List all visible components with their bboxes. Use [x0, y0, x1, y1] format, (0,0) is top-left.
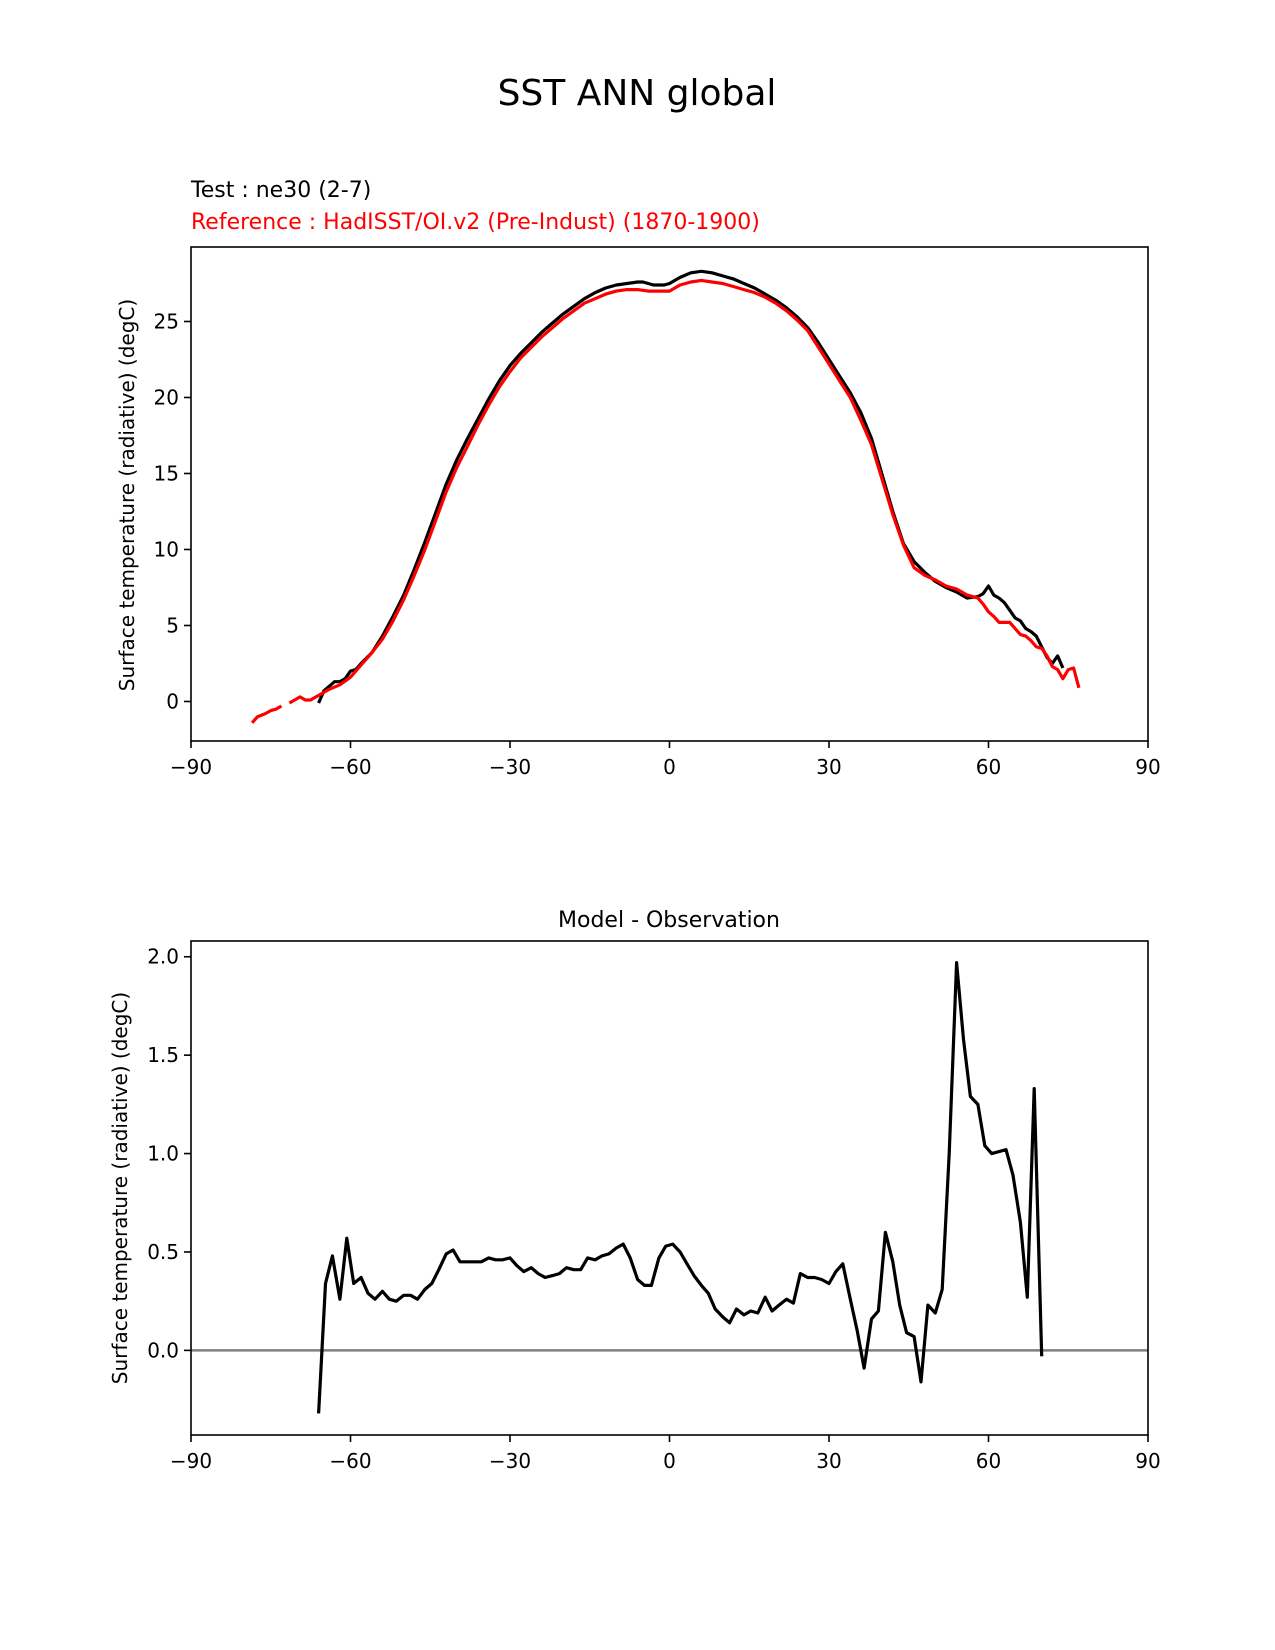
- bottom-x-tick-label: 90: [1135, 1449, 1160, 1473]
- top-panel-title-test: Test : ne30 (2-7): [190, 178, 371, 203]
- top-y-tick-label: 10: [154, 537, 179, 561]
- top-x-ticks: −90 −60 −30 0 30 60 90: [170, 741, 1161, 779]
- bottom-x-tick-label: 30: [816, 1449, 841, 1473]
- top-y-tick-label: 20: [154, 385, 179, 409]
- bottom-panel-title: Model - Observation: [558, 908, 780, 933]
- top-x-tick-label: −60: [329, 755, 371, 779]
- figure-suptitle: SST ANN global: [498, 73, 777, 114]
- top-x-tick-label: −90: [170, 755, 212, 779]
- top-y-tick-label: 15: [154, 461, 179, 485]
- top-panel-title-reference: Reference : HadISST/OI.v2 (Pre-Indust) (…: [191, 210, 760, 235]
- bottom-x-tick-label: −90: [170, 1449, 212, 1473]
- bottom-y-tick-label: 0.5: [147, 1240, 179, 1264]
- top-panel-ylabel: Surface temperature (radiative) (degC): [115, 299, 139, 691]
- bottom-y-ticks: 0.0 0.5 1.0 1.5 2.0: [147, 945, 191, 1362]
- bottom-x-tick-label: −60: [329, 1449, 371, 1473]
- top-x-tick-label: 60: [976, 755, 1001, 779]
- bottom-panel-ylabel: Surface temperature (radiative) (degC): [108, 992, 132, 1384]
- top-series-1-line-0: [250, 704, 283, 724]
- bottom-y-tick-label: 1.0: [147, 1142, 179, 1166]
- top-panel: Test : ne30 (2-7) Reference : HadISST/OI…: [115, 178, 1161, 779]
- bottom-y-tick-label: 2.0: [147, 945, 179, 969]
- top-y-ticks: 0 5 10 15 20 25: [154, 309, 191, 713]
- top-x-tick-label: 30: [816, 755, 841, 779]
- top-y-tick-label: 0: [166, 689, 179, 713]
- top-series-1-line-1: [288, 278, 1081, 705]
- top-series-layer: [250, 269, 1081, 724]
- top-y-tick-label: 5: [166, 613, 179, 637]
- bottom-panel: Model - Observation Surface temperature …: [108, 908, 1161, 1473]
- top-series-0-line: [317, 269, 1065, 704]
- bottom-series-layer: [191, 961, 1148, 1414]
- bottom-x-tick-label: −30: [489, 1449, 531, 1473]
- bottom-x-tick-label: 60: [976, 1449, 1001, 1473]
- top-x-tick-label: 0: [663, 755, 676, 779]
- bottom-x-tick-label: 0: [663, 1449, 676, 1473]
- bottom-y-tick-label: 0.0: [147, 1338, 179, 1362]
- bottom-y-tick-label: 1.5: [147, 1043, 179, 1067]
- bottom-series-0-line: [317, 961, 1044, 1414]
- top-x-tick-label: 90: [1135, 755, 1160, 779]
- top-y-tick-label: 25: [154, 309, 179, 333]
- top-x-tick-label: −30: [489, 755, 531, 779]
- bottom-x-ticks: −90 −60 −30 0 30 60 90: [170, 1435, 1161, 1473]
